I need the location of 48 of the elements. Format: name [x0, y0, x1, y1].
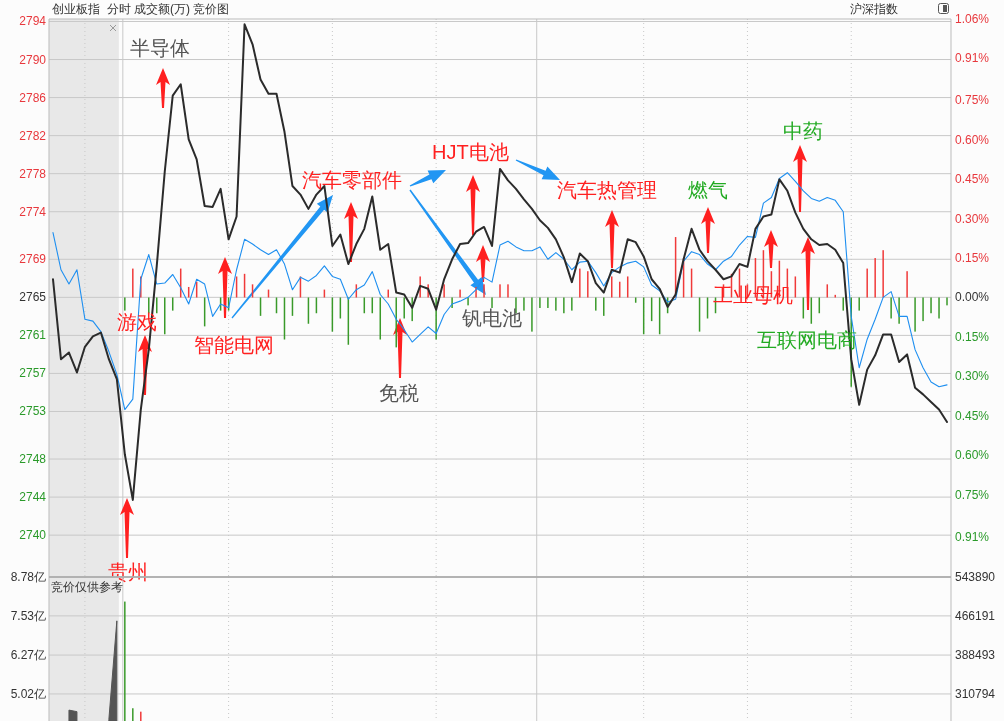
annotation: 智能电网	[194, 334, 274, 356]
y2-tick-label: 0.91%	[955, 51, 990, 66]
annotation: HJT电池	[432, 141, 509, 163]
annotation: 汽车热管理	[557, 179, 657, 201]
y-tick-label: 7.53亿	[10, 608, 46, 623]
y-tick-label: 2748	[19, 452, 47, 467]
y-tick-label: 2761	[19, 328, 47, 343]
y-tick-label: 2794	[19, 14, 47, 29]
y2-tick-label: 0.30%	[955, 369, 990, 384]
y-tick-label: 2774	[19, 204, 47, 219]
y2-tick-label: 0.75%	[955, 93, 990, 108]
annotation: 钒电池	[462, 307, 522, 329]
y2-tick-label: 0.45%	[955, 408, 990, 423]
y-tick-label: 2753	[19, 404, 47, 419]
y2-tick-label: 0.00%	[955, 290, 990, 305]
annotation: 半导体	[130, 37, 190, 59]
y-tick-label: 2740	[19, 528, 47, 543]
y2-tick-label: 0.30%	[955, 211, 990, 226]
y2-tick-label: 1.06%	[955, 12, 990, 26]
y-tick-label: 2769	[19, 252, 47, 267]
y2-tick-label: 0.45%	[955, 172, 990, 187]
annotation: 汽车零部件	[302, 169, 402, 191]
annotation: 沪深指数	[850, 2, 898, 16]
y-tick-label: 5.02亿	[10, 686, 46, 701]
y2-tick-label: 0.15%	[955, 251, 990, 266]
y2-tick-label: 0.75%	[955, 487, 990, 502]
y-tick-label: 2790	[19, 52, 47, 67]
y2-tick-label: 0.60%	[955, 132, 990, 147]
y2-tick-label: 543890	[955, 570, 996, 584]
y2-tick-label: 466191	[955, 609, 996, 623]
y2-tick-label: 388493	[955, 648, 996, 662]
y-tick-label: 2744	[19, 490, 47, 505]
annotation: 竞价仅供参考	[51, 580, 123, 594]
y2-tick-label: 310794	[955, 687, 996, 702]
y-tick-label: 2757	[19, 366, 47, 381]
annotation: 免税	[379, 382, 419, 404]
y2-tick-label: 0.60%	[955, 448, 990, 463]
y-tick-label: 2786	[19, 90, 47, 105]
y2-tick-label: 0.15%	[955, 329, 990, 344]
y-tick-label: 2765	[19, 290, 47, 305]
y-tick-label: 2778	[19, 166, 47, 181]
annotation: 中药	[783, 120, 823, 142]
annotation: 燃气	[688, 179, 728, 201]
y-tick-label: 8.78亿	[10, 570, 46, 584]
y-tick-label: 2782	[19, 128, 47, 143]
y2-tick-label: 0.91%	[955, 529, 990, 544]
chart-title: 创业板指 分时 成交额(万) 竞价图	[52, 2, 230, 16]
y-tick-label: 6.27亿	[10, 648, 46, 663]
